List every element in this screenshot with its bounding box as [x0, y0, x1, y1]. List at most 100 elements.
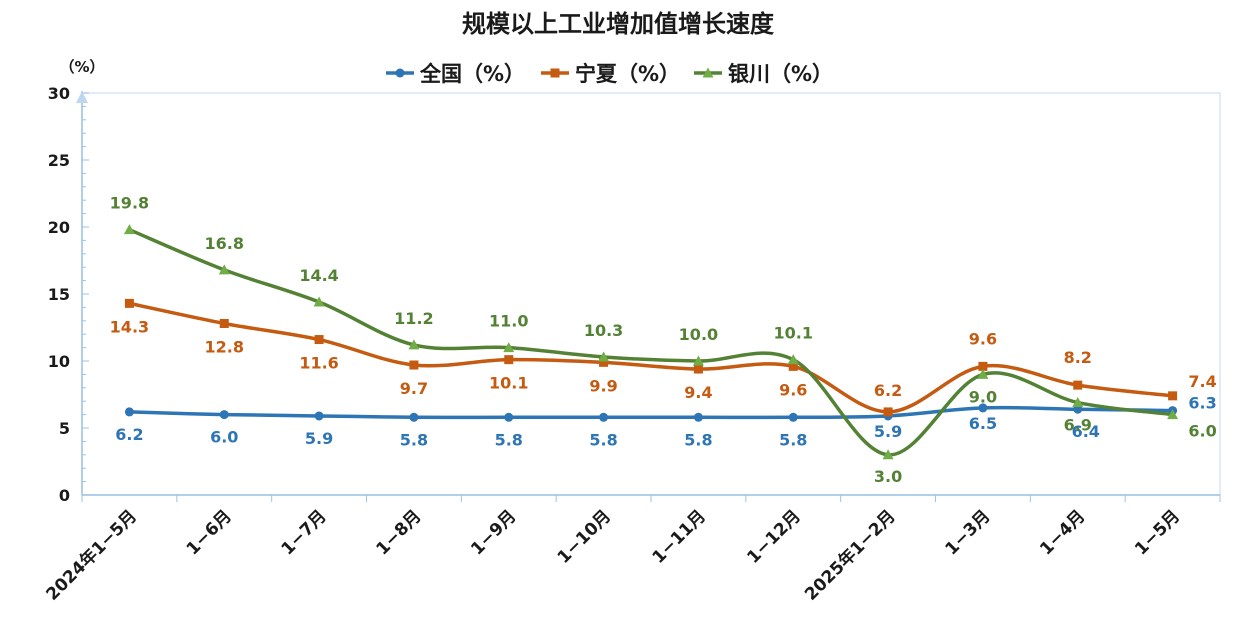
data-label: 6.0	[1188, 422, 1216, 441]
data-point	[1167, 409, 1179, 420]
data-label: 6.5	[969, 414, 997, 433]
legend-item: 全国（%）	[386, 62, 525, 86]
data-point	[693, 412, 703, 422]
data-label: 19.8	[110, 194, 149, 213]
data-label: 9.4	[684, 383, 712, 402]
y-tick-label: 10	[48, 352, 70, 371]
data-point	[504, 412, 514, 422]
data-point	[219, 410, 229, 420]
y-axis-arrow	[76, 91, 88, 103]
data-point	[692, 355, 704, 366]
data-point	[314, 335, 324, 345]
x-tick-label: 1−11月	[649, 506, 710, 567]
data-point	[1168, 391, 1178, 401]
data-point	[1073, 380, 1083, 390]
data-label: 8.2	[1064, 348, 1092, 367]
legend: 全国（%） 宁夏（%） 银川（%）	[386, 62, 833, 86]
y-axis-unit-label: （%）	[59, 58, 104, 76]
data-label: 6.9	[1064, 416, 1092, 435]
data-point	[408, 339, 420, 350]
data-point	[882, 449, 894, 460]
data-label: 5.9	[305, 429, 333, 448]
data-label: 5.8	[589, 430, 617, 449]
data-point	[219, 318, 229, 328]
data-label: 5.8	[495, 430, 523, 449]
data-label: 11.2	[394, 309, 433, 328]
data-point	[503, 342, 515, 353]
data-label: 6.3	[1188, 394, 1216, 413]
legend-item: 银川（%）	[694, 62, 833, 86]
data-label: 9.9	[589, 376, 617, 395]
data-label: 9.7	[400, 379, 428, 398]
data-label: 10.1	[774, 324, 813, 343]
data-label: 5.9	[874, 422, 902, 441]
y-tick-label: 15	[48, 285, 70, 304]
data-point	[313, 296, 325, 307]
data-label: 9.6	[779, 380, 807, 399]
data-point	[693, 364, 703, 374]
legend-marker	[395, 68, 405, 78]
y-tick-label: 30	[48, 84, 70, 103]
y-tick-label: 5	[59, 419, 70, 438]
data-labels-layer: 6.2 6.0 5.9 5.8 5.8 5.8 5.8 5.8 5.9 6.5 6.4 6.3 14.3…	[110, 194, 1217, 486]
data-point	[788, 361, 798, 371]
data-label: 14.3	[110, 317, 149, 336]
data-point	[314, 411, 324, 421]
legend-label: 全国（%）	[419, 62, 525, 86]
y-tick-label: 25	[48, 151, 70, 170]
data-point	[599, 412, 609, 422]
x-tick-label: 1−9月	[467, 506, 520, 559]
legend-marker	[550, 68, 560, 78]
data-point	[787, 354, 799, 365]
legend-label: 宁夏（%）	[575, 62, 680, 86]
data-label: 6.0	[210, 428, 238, 447]
data-point	[409, 360, 419, 370]
legend-marker	[702, 67, 714, 78]
data-label: 12.8	[205, 337, 244, 356]
data-point	[599, 357, 609, 367]
series-line	[127, 227, 1175, 457]
data-point	[788, 412, 798, 422]
data-label: 11.0	[489, 312, 528, 331]
x-tick-label: 1−12月	[743, 506, 804, 567]
data-label: 9.0	[969, 387, 997, 406]
x-tick-label: 1−8月	[372, 506, 425, 559]
data-label: 11.6	[299, 354, 338, 373]
data-label: 9.6	[969, 329, 997, 348]
data-point	[978, 361, 988, 371]
data-point	[977, 368, 989, 379]
plot-area-border	[81, 92, 1221, 496]
data-label: 7.4	[1188, 372, 1216, 391]
x-tick-label: 1−10月	[554, 506, 615, 567]
data-label: 14.4	[299, 266, 338, 285]
data-label: 16.8	[205, 234, 244, 253]
y-tick-label: 0	[59, 486, 70, 505]
data-point	[124, 298, 134, 308]
data-label: 10.0	[679, 325, 718, 344]
data-label: 5.8	[400, 430, 428, 449]
data-point	[598, 351, 610, 362]
data-point	[409, 412, 419, 422]
data-point	[1072, 397, 1084, 408]
x-tick-label: 1−3月	[941, 506, 994, 559]
data-label: 10.1	[489, 374, 528, 393]
data-point	[124, 407, 134, 417]
data-label: 6.2	[874, 381, 902, 400]
data-point	[218, 264, 230, 275]
y-tick-label: 20	[48, 218, 70, 237]
x-tick-label: 1−4月	[1036, 506, 1089, 559]
series-line	[127, 301, 1175, 414]
series-line	[127, 405, 1175, 420]
data-point	[883, 407, 893, 417]
x-tick-label: 2024年1−5月	[42, 506, 141, 605]
data-label: 5.8	[779, 430, 807, 449]
data-label: 6.4	[1072, 422, 1100, 441]
x-tick-label: 2025年1−2月	[800, 506, 899, 605]
chart-title: 规模以上工业增加值增长速度	[462, 10, 775, 38]
legend-item: 宁夏（%）	[541, 62, 680, 86]
series-yinchuan	[123, 224, 1179, 460]
data-label: 5.8	[684, 430, 712, 449]
data-label: 6.2	[115, 425, 143, 444]
x-tick-label: 1−7月	[278, 506, 331, 559]
